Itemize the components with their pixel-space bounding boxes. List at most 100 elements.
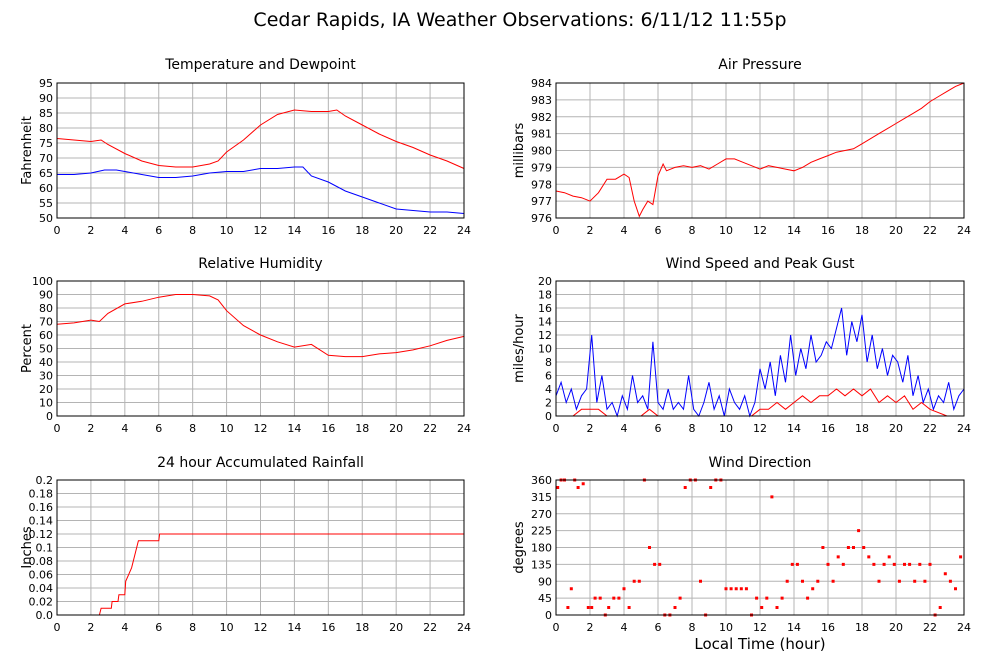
x-tick-label: 12 (753, 422, 767, 435)
data-point (943, 572, 947, 576)
x-tick-label: 14 (287, 621, 301, 634)
data-point (897, 579, 901, 583)
data-point (590, 606, 594, 609)
data-point (627, 606, 631, 609)
y-tick-label: 0 (46, 410, 53, 423)
data-point (852, 546, 855, 549)
y-tick-label: 60 (39, 329, 53, 342)
x-tick-label: 10 (220, 422, 234, 435)
x-tick-label: 2 (87, 621, 94, 634)
y-tick-label: 315 (531, 491, 552, 504)
x-tick-label: 14 (787, 621, 801, 634)
y-tick-label: 980 (531, 145, 552, 158)
chart-wind: 0 2 4 6 8 10 12 14 16 18 20 22 2402468101214161820Wi… (512, 256, 971, 435)
data-point (617, 596, 621, 600)
data-point (811, 587, 815, 591)
chart-temp: 0 2 4 6 8 10 12 14 16 18 20 22 245055606570758085909… (20, 57, 471, 237)
chart-title: 24 hour Accumulated Rainfall (157, 455, 364, 471)
x-tick-label: 20 (889, 621, 903, 634)
data-point (821, 546, 825, 549)
data-point (593, 596, 597, 600)
data-point (586, 606, 590, 609)
y-tick-label: 100 (32, 275, 53, 288)
data-point (913, 579, 917, 583)
x-tick-label: 12 (753, 224, 767, 237)
y-tick-label: 20 (39, 383, 53, 396)
data-point (637, 579, 641, 583)
data-point (801, 579, 804, 583)
y-axis-label: Fahrenheit (20, 116, 35, 185)
x-tick-label: 14 (287, 224, 301, 237)
x-tick-label: 10 (220, 224, 234, 237)
series-line-2 (57, 166, 465, 214)
y-tick-label: 977 (531, 195, 552, 208)
series-line-1 (56, 294, 465, 358)
y-tick-label: 70 (39, 316, 53, 329)
y-tick-label: 0.16 (29, 501, 54, 514)
data-point (566, 606, 570, 609)
chart-title: Air Pressure (718, 57, 801, 73)
y-tick-label: 978 (531, 178, 552, 191)
x-tick-label: 22 (923, 422, 937, 435)
y-tick-label: 30 (39, 370, 53, 383)
y-tick-label: 0.02 (29, 596, 54, 609)
data-point (683, 486, 687, 489)
data-point (673, 606, 677, 609)
data-point (581, 482, 585, 486)
y-tick-label: 95 (39, 77, 53, 90)
x-tick-label: 20 (389, 224, 403, 237)
x-tick-label: 2 (587, 224, 594, 237)
x-tick-label: 10 (719, 422, 733, 435)
x-tick-label: 4 (121, 621, 128, 634)
data-point (709, 486, 713, 489)
x-tick-label: 4 (121, 224, 128, 237)
y-tick-label: 18 (538, 289, 552, 302)
x-tick-label: 4 (621, 621, 628, 634)
plot-frame (56, 280, 465, 417)
x-tick-label: 18 (855, 621, 869, 634)
data-point (739, 587, 743, 591)
y-tick-label: 50 (39, 343, 53, 356)
chart-pressure: 0 2 4 6 8 10 12 14 16 18 20 22 249769779789799809819… (512, 57, 971, 237)
y-tick-label: 55 (39, 197, 53, 210)
x-tick-label: 24 (957, 224, 971, 237)
x-tick-label: 16 (321, 621, 335, 634)
y-tick-label: 14 (538, 316, 552, 329)
data-point (892, 562, 896, 566)
data-point (770, 495, 774, 499)
data-point (948, 579, 952, 583)
y-tick-label: 10 (39, 397, 53, 410)
x-tick-label: 20 (889, 422, 903, 435)
y-tick-label: 16 (538, 302, 552, 315)
x-tick-label: 4 (621, 224, 628, 237)
chart-title: Wind Speed and Peak Gust (666, 256, 855, 272)
plot-frame (555, 280, 965, 417)
series-line-1 (555, 82, 965, 218)
x-tick-label: 6 (655, 224, 662, 237)
y-tick-label: 982 (531, 111, 552, 124)
y-tick-label: 0.14 (29, 515, 54, 528)
y-tick-label: 65 (39, 167, 53, 180)
chart-title: Relative Humidity (198, 256, 322, 272)
y-tick-label: 0.2 (36, 474, 54, 487)
x-tick-label: 0 (54, 422, 61, 435)
x-tick-label: 20 (389, 621, 403, 634)
data-point (724, 587, 728, 591)
data-point (862, 546, 866, 549)
x-tick-label: 24 (957, 422, 971, 435)
y-tick-label: 0.18 (29, 488, 54, 501)
x-tick-label: 14 (287, 422, 301, 435)
plot-frame (555, 479, 965, 616)
x-tick-label: 6 (155, 621, 162, 634)
x-tick-label: 0 (54, 224, 61, 237)
x-tick-label: 6 (655, 621, 662, 634)
data-point (795, 562, 799, 566)
x-tick-label: 18 (855, 422, 869, 435)
x-tick-label: 4 (121, 422, 128, 435)
y-tick-label: 45 (538, 592, 552, 605)
data-point (831, 579, 835, 583)
data-point (607, 606, 611, 609)
y-tick-label: 75 (39, 137, 53, 150)
